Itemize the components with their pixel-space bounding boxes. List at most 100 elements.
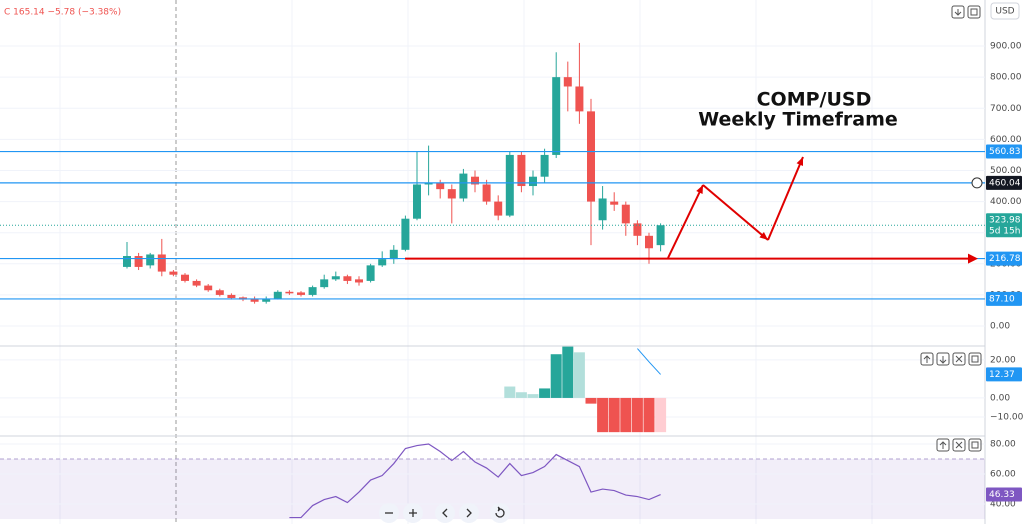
histogram-bar (620, 397, 632, 433)
annotation-arrowhead (759, 231, 768, 240)
candle-body (215, 290, 224, 295)
candle-body (598, 198, 607, 221)
chart-title: COMP/USD (757, 89, 872, 111)
candle-body (459, 173, 468, 199)
candle-body (285, 291, 294, 294)
histogram-bar (597, 397, 609, 433)
candle-body (378, 259, 387, 266)
histogram-bar (573, 352, 585, 398)
navigation-buttons[interactable] (379, 503, 510, 523)
current-price-label-box (986, 213, 1022, 238)
rsi-line (289, 443, 661, 519)
histogram-bar (631, 397, 643, 433)
histogram-bar (585, 397, 597, 404)
candle-body (529, 176, 537, 187)
candle-body (610, 201, 619, 205)
signal-last-label-box (986, 367, 1022, 382)
histogram-bar (655, 397, 667, 433)
candle-body (633, 223, 642, 236)
histogram-bar (608, 397, 620, 433)
currency-box[interactable] (990, 2, 1020, 20)
y-tick-label: 0.00 (990, 322, 1010, 332)
candle-body (366, 265, 375, 281)
level-label: 87.10 (989, 294, 1015, 304)
histogram-bar (527, 394, 539, 398)
chart-subtitle: Weekly Timeframe (698, 109, 898, 131)
histogram-bar (515, 392, 527, 398)
annotation-arrowhead (696, 185, 703, 194)
candle-body (343, 276, 352, 281)
candle-body (262, 298, 271, 302)
candle-body (355, 279, 363, 283)
candle-body (123, 256, 131, 267)
candle-body (552, 77, 561, 155)
candle-body (494, 201, 503, 216)
candle-body (575, 86, 584, 112)
candle-body (308, 287, 317, 295)
y-tick-label: 500.00 (990, 166, 1022, 176)
candle-body (656, 225, 665, 246)
y-tick-label: 400.00 (990, 197, 1022, 207)
level-label: 560.83 (989, 147, 1021, 157)
histogram-bar (504, 386, 516, 398)
candle-body (401, 218, 410, 250)
toolbar-icons[interactable] (920, 5, 982, 452)
y-tick-label: 600.00 (990, 135, 1022, 145)
level-label: 460.04 (989, 178, 1021, 188)
candle-body (505, 154, 514, 216)
level-label-box (986, 291, 1022, 306)
candle-body (482, 184, 491, 202)
signal-line (637, 348, 661, 375)
y-tick-label: 800.00 (990, 73, 1022, 83)
histogram-bar (539, 388, 551, 398)
vertical-grid (59, 0, 873, 524)
candle-body (447, 189, 456, 199)
y-tick-label: 700.00 (990, 104, 1022, 114)
annotation-arrowhead (968, 253, 978, 264)
candle-body (471, 176, 479, 185)
candle-body (181, 274, 189, 281)
y-tick-label: 80.00 (990, 440, 1016, 450)
currency[interactable]: USD (995, 7, 1014, 17)
annotation-arrow (702, 184, 769, 241)
rsi-last-label: 46.33 (989, 490, 1015, 500)
candle-body (157, 254, 166, 272)
candle-body (134, 256, 143, 267)
annotation-arrowhead (796, 157, 804, 166)
candle-body (146, 254, 155, 266)
histogram-bar (550, 354, 562, 398)
rsi-last-label-box (986, 487, 1022, 502)
candle-body (192, 280, 201, 286)
y-tick-label: −10.00 (990, 412, 1024, 422)
candle-body (273, 291, 282, 299)
candle-body (540, 154, 549, 177)
y-tick-label: 60.00 (990, 470, 1016, 480)
candle-body (424, 182, 433, 185)
candle-body (563, 77, 572, 87)
level-label-box (986, 175, 1022, 190)
crosshair-button (971, 177, 983, 189)
candle-body (436, 182, 445, 190)
candle-body (227, 294, 236, 299)
candle-body (389, 249, 398, 260)
candle-body (169, 271, 178, 275)
candle-body (517, 154, 526, 187)
candle-body (297, 292, 305, 295)
signal-last-label: 12.37 (989, 370, 1015, 380)
candle-body (331, 276, 340, 280)
candle-body (320, 279, 329, 288)
annotation-arrow (767, 156, 804, 241)
candle-body (621, 204, 630, 224)
level-label: 216.78 (989, 254, 1021, 264)
candle-body (587, 111, 595, 202)
y-tick-label: 20.00 (990, 355, 1016, 365)
countdown-label: 5d 15h (989, 227, 1020, 237)
histogram-bar (643, 397, 655, 433)
annotation-arrow (667, 184, 704, 259)
current-price-label: 323.98 (989, 216, 1021, 226)
y-tick-label: 40.00 (990, 500, 1016, 510)
y-tick-label: 900.00 (990, 42, 1022, 52)
y-tick-label: 0.00 (990, 393, 1010, 403)
